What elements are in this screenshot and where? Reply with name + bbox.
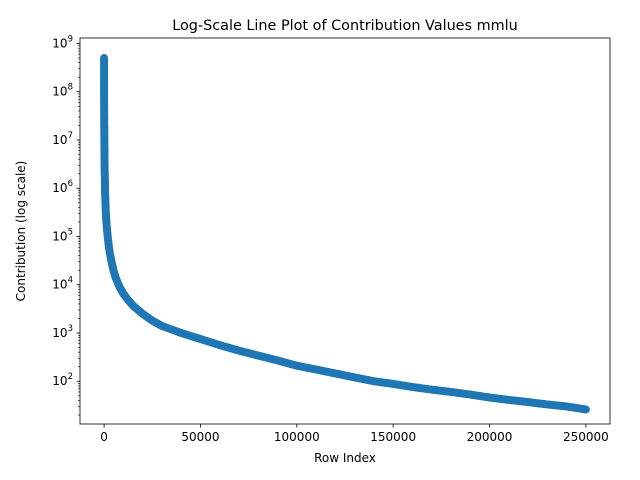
y-tick-label: 105 bbox=[52, 227, 73, 243]
y-tick-label: 109 bbox=[52, 34, 73, 50]
axes-frame bbox=[79, 37, 611, 425]
x-tick-label: 0 bbox=[100, 430, 108, 444]
series-line bbox=[103, 58, 587, 411]
y-tick-label: 103 bbox=[52, 324, 73, 340]
y-tick-label: 107 bbox=[52, 131, 73, 147]
x-tick-label: 200000 bbox=[467, 430, 513, 444]
series-markers bbox=[100, 54, 590, 414]
plot-area bbox=[100, 54, 590, 414]
y-axis: 102 103 104 105 106 107 108 109 bbox=[52, 34, 80, 416]
y-tick-label: 108 bbox=[52, 83, 73, 99]
x-tick-label: 150000 bbox=[370, 430, 416, 444]
y-axis-label: Contribution (log scale) bbox=[14, 161, 28, 302]
data-point bbox=[581, 405, 590, 414]
chart-title: Log-Scale Line Plot of Contribution Valu… bbox=[172, 18, 518, 34]
y-tick-label: 106 bbox=[52, 179, 73, 195]
y-tick-label: 104 bbox=[52, 276, 73, 292]
x-tick-label: 100000 bbox=[274, 430, 320, 444]
y-tick-label: 102 bbox=[52, 372, 73, 388]
x-axis-label: Row Index bbox=[314, 451, 376, 465]
x-axis: 0 50000 100000 150000 200000 250000 bbox=[100, 424, 609, 444]
x-tick-label: 250000 bbox=[563, 430, 609, 444]
x-tick-label: 50000 bbox=[181, 430, 219, 444]
